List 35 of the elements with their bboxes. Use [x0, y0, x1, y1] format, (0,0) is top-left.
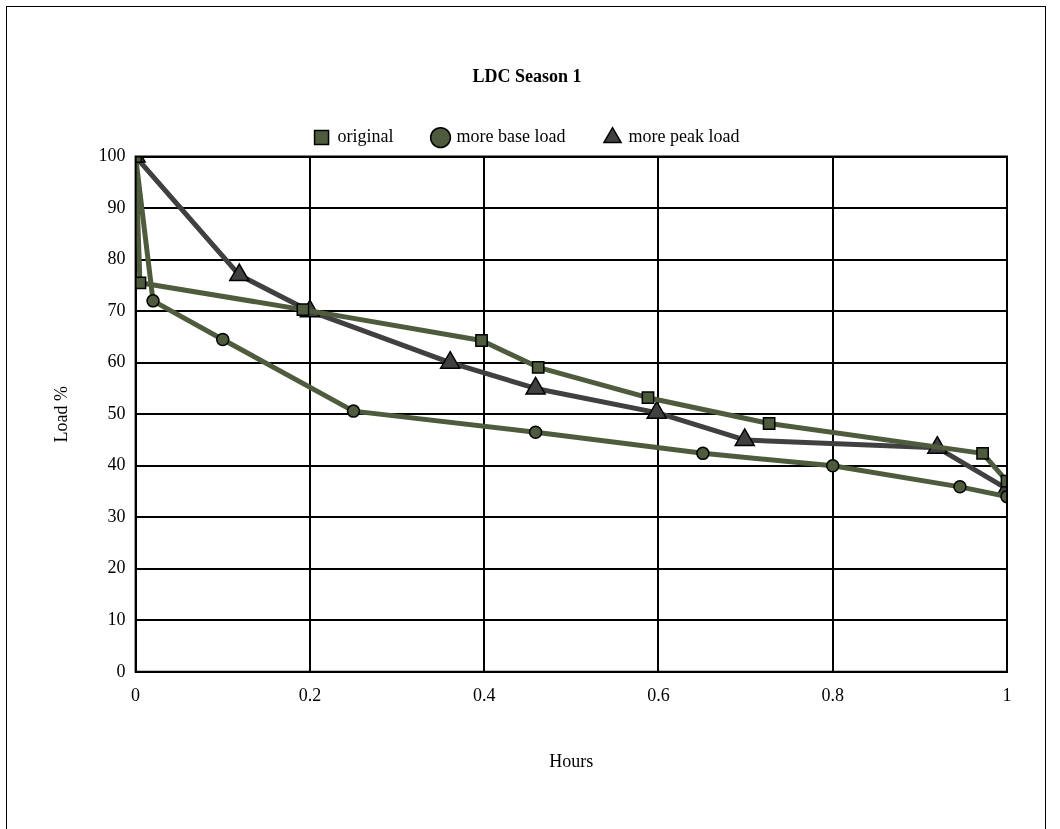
y-tick-label: 0: [116, 660, 126, 681]
y-tick-label: 40: [107, 454, 126, 475]
x-tick-label: 1: [1002, 685, 1012, 706]
point: [825, 458, 840, 473]
point: [215, 332, 230, 347]
y-tick-label: 30: [107, 505, 126, 526]
point: [762, 417, 776, 430]
y-tick-label: 90: [107, 196, 126, 217]
legend-label: original: [337, 126, 394, 147]
x-tick-label: 0: [131, 685, 141, 706]
x-tick-label: 0.2: [298, 685, 322, 706]
point: [976, 446, 990, 460]
y-tick-label: 80: [107, 248, 126, 269]
point: [531, 360, 545, 374]
point: [475, 334, 488, 347]
legend-label: more base load: [456, 126, 566, 147]
y-tick-label: 20: [107, 557, 126, 578]
point: [953, 480, 967, 494]
y-tick-label: 50: [107, 402, 126, 423]
y-tick-label: 70: [107, 299, 126, 320]
y-tick-label: 60: [107, 351, 126, 372]
x-axis-title: Hours: [549, 750, 594, 771]
point: [146, 294, 160, 308]
y-tick-label: 10: [107, 609, 126, 630]
point: [346, 404, 361, 418]
x-tick-label: 0.6: [647, 685, 670, 706]
legend-label: more peak load: [628, 126, 740, 147]
point: [696, 446, 710, 461]
x-tick-label: 0.4: [472, 685, 496, 706]
x-tick-label: 0.8: [821, 685, 844, 706]
y-axis-title: Load %: [50, 385, 71, 443]
point: [641, 391, 655, 405]
chart-title: LDC Season 1: [472, 66, 582, 87]
point: [528, 425, 543, 439]
y-tick-label: 100: [98, 145, 126, 166]
